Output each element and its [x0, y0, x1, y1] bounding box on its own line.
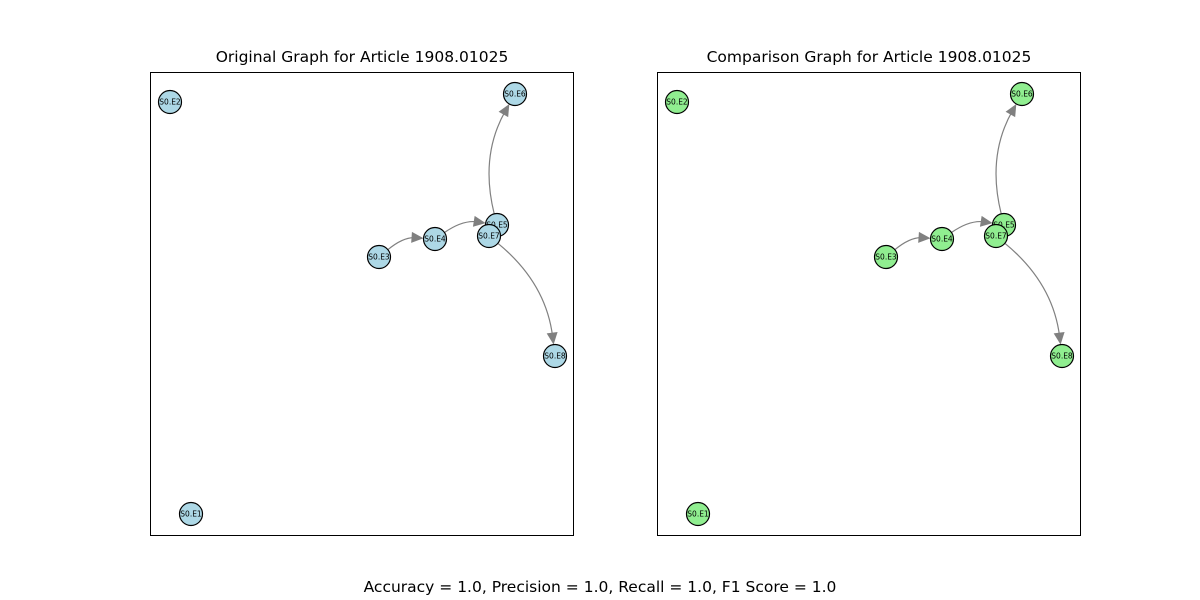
arrowhead-s0-e7-to-s0-e8 [546, 332, 558, 345]
node-circle [685, 501, 711, 527]
node-label: S0.E8 [1051, 352, 1073, 361]
edge-s0-e7-to-s0-e8 [497, 242, 554, 337]
node-label: S0.E1 [180, 510, 202, 519]
node-label: S0.E7 [478, 232, 500, 241]
node-s0-e3: S0.E3 [873, 244, 899, 270]
node-label: S0.E2 [159, 98, 181, 107]
metrics-summary: Accuracy = 1.0, Precision = 1.0, Recall … [363, 578, 837, 596]
arrowhead-s0-e4-to-s0-e5 [979, 215, 993, 227]
node-circle [366, 244, 392, 270]
node-circle [157, 89, 183, 115]
node-circle [178, 501, 204, 527]
comparison-graph-canvas: S0.E1 S0.E2 S0.E3 S0.E4 S0.E5 S0.E6 S0.E7 S0.E8 [664, 81, 1075, 527]
node-s0-e6: S0.E6 [502, 81, 528, 107]
arrowhead-s0-e5-to-s0-e6 [498, 103, 510, 118]
node-s0-e3: S0.E3 [366, 244, 392, 270]
node-circle [1049, 343, 1075, 369]
left-graph-title: Original Graph for Article 1908.01025 [215, 48, 509, 66]
original-graph-panel: S0.E1 S0.E2 S0.E3 S0.E4 S0.E5 S0.E6 S0.E7 S0.E8 [150, 72, 574, 536]
node-circle [983, 223, 1009, 249]
node-s0-e6: S0.E6 [1009, 81, 1035, 107]
node-label: S0.E2 [666, 98, 688, 107]
node-s0-e8: S0.E8 [542, 343, 568, 369]
node-s0-e8: S0.E8 [1049, 343, 1075, 369]
comparison-graph-panel: S0.E1 S0.E2 S0.E3 S0.E4 S0.E5 S0.E6 S0.E7 S0.E8 [657, 72, 1081, 536]
node-circle [873, 244, 899, 270]
arrowhead-s0-e7-to-s0-e8 [1053, 332, 1065, 345]
node-label: S0.E5 [993, 221, 1015, 230]
node-label: S0.E4 [424, 235, 446, 244]
edge-s0-e3-to-s0-e4 [387, 237, 416, 251]
node-s0-e2: S0.E2 [157, 89, 183, 115]
node-s0-e1: S0.E1 [685, 501, 711, 527]
node-s0-e7: S0.E7 [476, 223, 502, 249]
node-label: S0.E3 [875, 253, 897, 262]
node-circle [929, 226, 955, 252]
node-label: S0.E6 [1011, 90, 1033, 99]
arrowhead-s0-e3-to-s0-e4 [411, 231, 424, 243]
right-graph-title: Comparison Graph for Article 1908.01025 [706, 48, 1032, 66]
original-graph-canvas: S0.E1 S0.E2 S0.E3 S0.E4 S0.E5 S0.E6 S0.E7 S0.E8 [157, 81, 568, 527]
node-label: S0.E7 [985, 232, 1007, 241]
edge-s0-e7-to-s0-e8 [1004, 242, 1061, 337]
node-circle [476, 223, 502, 249]
node-label: S0.E3 [368, 253, 390, 262]
node-circle [502, 81, 528, 107]
node-s0-e1: S0.E1 [178, 501, 204, 527]
node-label: S0.E6 [504, 90, 526, 99]
node-s0-e7: S0.E7 [983, 223, 1009, 249]
arrowhead-s0-e3-to-s0-e4 [918, 231, 931, 243]
node-label: S0.E1 [687, 510, 709, 519]
edge-s0-e3-to-s0-e4 [894, 237, 923, 251]
node-label: S0.E5 [486, 221, 508, 230]
node-circle [422, 226, 448, 252]
arrowhead-s0-e5-to-s0-e6 [1005, 103, 1017, 118]
node-s0-e4: S0.E4 [929, 226, 955, 252]
node-circle [542, 343, 568, 369]
node-label: S0.E8 [544, 352, 566, 361]
node-s0-e2: S0.E2 [664, 89, 690, 115]
arrowhead-s0-e4-to-s0-e5 [472, 215, 486, 227]
edge-s0-e5-to-s0-e6 [488, 110, 506, 214]
edge-s0-e4-to-s0-e5 [951, 220, 985, 233]
node-s0-e4: S0.E4 [422, 226, 448, 252]
edge-s0-e4-to-s0-e5 [444, 220, 478, 233]
node-circle [1009, 81, 1035, 107]
edge-s0-e5-to-s0-e6 [995, 110, 1013, 214]
node-circle [664, 89, 690, 115]
node-label: S0.E4 [931, 235, 953, 244]
